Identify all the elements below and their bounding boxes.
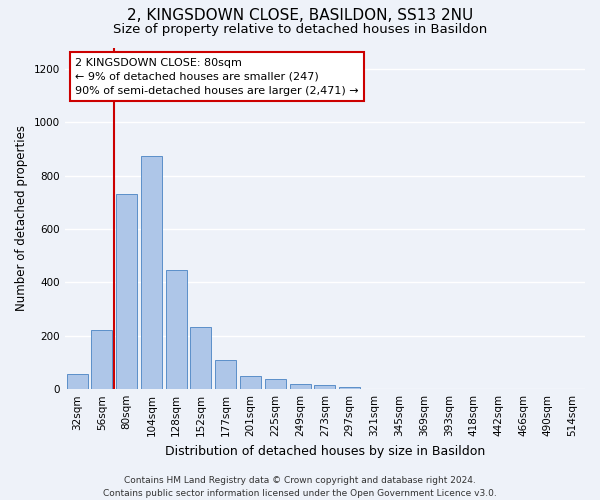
Bar <box>215 360 236 389</box>
Bar <box>339 386 360 389</box>
Bar <box>166 270 187 389</box>
Bar <box>240 376 261 389</box>
Bar <box>116 194 137 389</box>
Bar <box>141 156 162 389</box>
Text: Contains HM Land Registry data © Crown copyright and database right 2024.
Contai: Contains HM Land Registry data © Crown c… <box>103 476 497 498</box>
Bar <box>67 374 88 389</box>
Text: 2 KINGSDOWN CLOSE: 80sqm
← 9% of detached houses are smaller (247)
90% of semi-d: 2 KINGSDOWN CLOSE: 80sqm ← 9% of detache… <box>75 58 359 96</box>
Text: Size of property relative to detached houses in Basildon: Size of property relative to detached ho… <box>113 22 487 36</box>
Bar <box>190 328 211 389</box>
Bar <box>91 330 112 389</box>
Bar <box>290 384 311 389</box>
Bar <box>314 385 335 389</box>
Bar <box>265 379 286 389</box>
Y-axis label: Number of detached properties: Number of detached properties <box>15 126 28 312</box>
Text: 2, KINGSDOWN CLOSE, BASILDON, SS13 2NU: 2, KINGSDOWN CLOSE, BASILDON, SS13 2NU <box>127 8 473 22</box>
X-axis label: Distribution of detached houses by size in Basildon: Distribution of detached houses by size … <box>165 444 485 458</box>
